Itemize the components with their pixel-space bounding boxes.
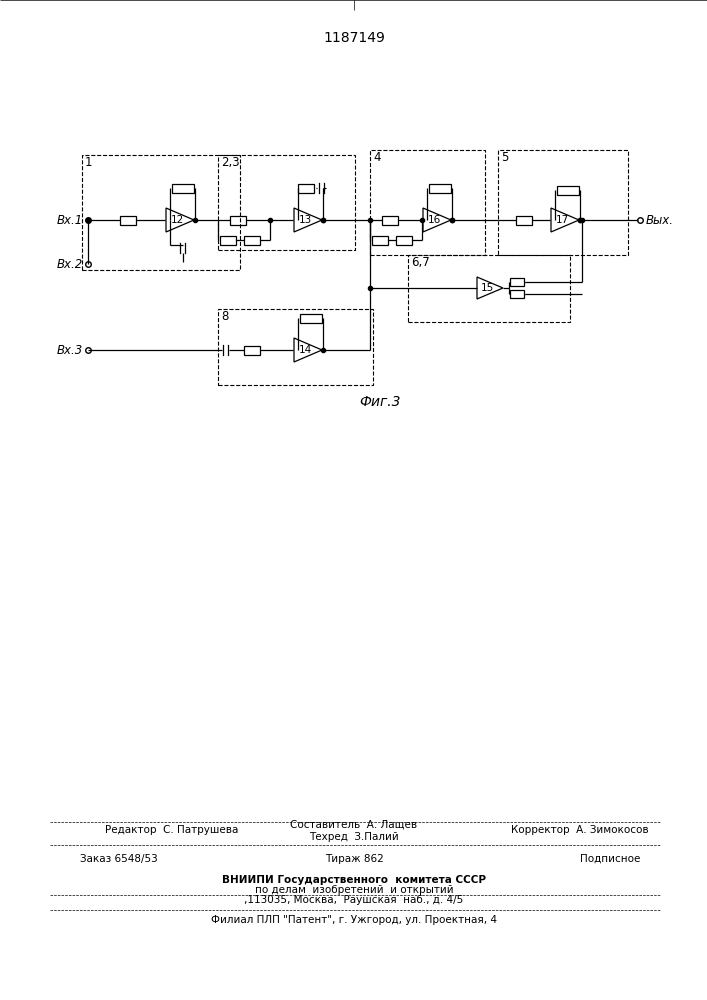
- Text: 17: 17: [556, 215, 568, 225]
- Text: 1: 1: [85, 156, 93, 169]
- Bar: [382, 216, 398, 225]
- Bar: [510, 278, 524, 286]
- Text: Техред  З.Палий: Техред З.Палий: [309, 832, 399, 842]
- Bar: [516, 216, 532, 225]
- Bar: [244, 346, 260, 355]
- Bar: [220, 235, 236, 244]
- Text: Тираж 862: Тираж 862: [325, 854, 383, 864]
- Bar: [120, 216, 136, 225]
- Bar: [218, 155, 355, 250]
- Bar: [557, 186, 579, 194]
- Text: 6,7: 6,7: [411, 256, 430, 269]
- Text: 5: 5: [501, 151, 508, 164]
- Bar: [498, 150, 628, 255]
- Text: Составитель  А. Лащев: Составитель А. Лащев: [291, 820, 418, 830]
- Bar: [230, 216, 246, 225]
- Bar: [244, 235, 260, 244]
- Text: ВНИИПИ Государственного  комитета СССР: ВНИИПИ Государственного комитета СССР: [222, 875, 486, 885]
- Text: Вх.1: Вх.1: [57, 214, 83, 227]
- Bar: [429, 184, 451, 192]
- Text: 1187149: 1187149: [323, 31, 385, 45]
- Text: Подписное: Подписное: [580, 854, 641, 864]
- Text: Редактор  С. Патрушева: Редактор С. Патрушева: [105, 825, 238, 835]
- Text: Фиг.3: Фиг.3: [359, 395, 401, 409]
- Bar: [372, 235, 388, 244]
- Text: Заказ 6548/53: Заказ 6548/53: [80, 854, 158, 864]
- Text: Вх.3: Вх.3: [57, 344, 83, 357]
- Text: 8: 8: [221, 310, 228, 323]
- Text: Корректор  А. Зимокосов: Корректор А. Зимокосов: [511, 825, 649, 835]
- Text: 15: 15: [480, 283, 493, 293]
- Text: Вых.: Вых.: [646, 214, 674, 227]
- Text: по делам  изобретений  и открытий: по делам изобретений и открытий: [255, 885, 453, 895]
- Text: 2,3: 2,3: [221, 156, 240, 169]
- Text: ,113035, Москва,  Раушская  наб., д. 4/5: ,113035, Москва, Раушская наб., д. 4/5: [245, 895, 464, 905]
- Text: Филиал ПЛП "Патент", г. Ужгород, ул. Проектная, 4: Филиал ПЛП "Патент", г. Ужгород, ул. Про…: [211, 915, 497, 925]
- Bar: [396, 235, 412, 244]
- Text: Вх.2: Вх.2: [57, 257, 83, 270]
- Text: 16: 16: [427, 215, 440, 225]
- Text: 12: 12: [170, 215, 184, 225]
- Bar: [370, 150, 485, 255]
- Bar: [172, 184, 194, 192]
- Bar: [300, 314, 322, 322]
- Bar: [510, 290, 524, 298]
- Text: 4: 4: [373, 151, 380, 164]
- Bar: [408, 255, 570, 322]
- Bar: [82, 155, 240, 270]
- Bar: [298, 184, 314, 192]
- Text: 13: 13: [298, 215, 312, 225]
- Bar: [218, 309, 373, 385]
- Text: 14: 14: [298, 345, 312, 355]
